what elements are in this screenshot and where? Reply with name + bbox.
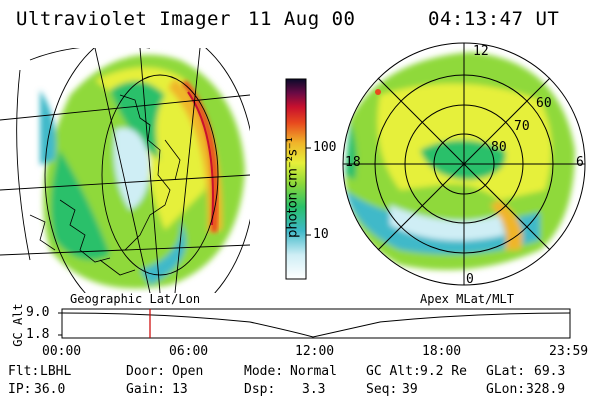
right-panel-caption: Apex MLat/MLT [420, 292, 514, 306]
altitude-xtick-2359: 23:59 [549, 344, 589, 359]
left-panel-caption: Geographic Lat/Lon [70, 292, 201, 306]
door-label: Door: [126, 364, 166, 379]
flt-label: Flt: [8, 364, 40, 379]
colorbar-tick-100: 100 [313, 140, 337, 155]
date-label: 11 Aug 00 [248, 8, 356, 30]
mlt-label-6: 6 [576, 155, 584, 170]
app-title: Ultraviolet Imager [16, 8, 231, 30]
altitude-ytick-min: 1.8 [26, 327, 50, 342]
mlt-label-18: 18 [345, 155, 361, 170]
gcalt-value: 9.2 Re [420, 364, 467, 379]
ip-value: 36.0 [34, 382, 66, 397]
colorbar-tick-10: 10 [313, 227, 329, 242]
altitude-xtick-0000: 00:00 [42, 344, 82, 359]
dsp-label: Dsp: [244, 382, 276, 397]
seq-value: 39 [402, 382, 418, 397]
mode-value: Normal [290, 364, 337, 379]
glon-value: 328.9 [526, 382, 566, 397]
gain-value: 13 [172, 382, 188, 397]
glon-label: GLon: [486, 382, 526, 397]
altitude-curve [61, 312, 571, 338]
altitude-xtick-1200: 12:00 [295, 344, 335, 359]
gcalt-label: GC Alt: [366, 364, 421, 379]
seq-label: Seq: [366, 382, 398, 397]
gain-label: Gain: [126, 382, 166, 397]
colorbar-label: photon cm⁻²s⁻¹ [285, 137, 301, 238]
altitude-ylabel: GC Alt [11, 303, 25, 347]
glat-value: 69.3 [534, 364, 566, 379]
mlt-label-0: 0 [466, 272, 474, 287]
mlat-label-70: 70 [514, 119, 530, 134]
door-value: Open [172, 364, 204, 379]
altitude-xtick-1800: 18:00 [422, 344, 462, 359]
polar-grid [342, 42, 586, 286]
time-label: 04:13:47 UT [428, 8, 560, 30]
glat-label: GLat: [486, 364, 526, 379]
geographic-image [0, 48, 250, 293]
mlat-label-80: 80 [491, 140, 507, 155]
flt-value: LBHL [40, 364, 72, 379]
altitude-plot-frame [61, 308, 571, 339]
mode-label: Mode: [244, 364, 284, 379]
dsp-value: 3.3 [302, 382, 326, 397]
altitude-ytick-max: 9.0 [26, 305, 50, 320]
ip-label: IP: [8, 382, 32, 397]
mlt-label-12: 12 [473, 44, 489, 59]
colorbar [285, 78, 307, 280]
altitude-xtick-0600: 06:00 [169, 344, 209, 359]
mlat-label-60: 60 [536, 96, 552, 111]
